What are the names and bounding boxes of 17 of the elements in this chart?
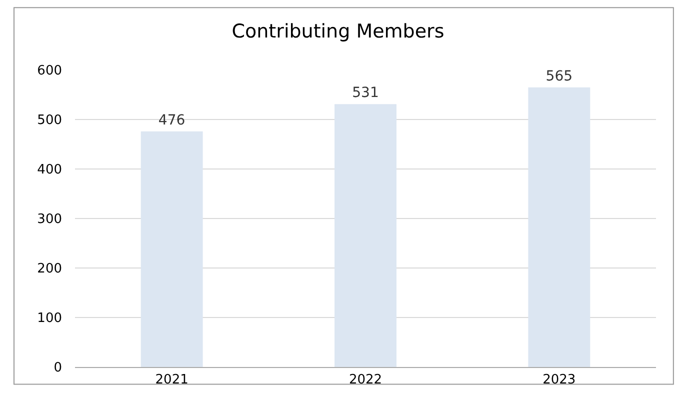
bar — [140, 131, 203, 367]
bar — [334, 104, 396, 367]
data-label: 531 — [352, 85, 379, 102]
chart-title: Contributing Members — [232, 20, 444, 42]
y-tick-label: 500 — [37, 113, 62, 128]
bar — [528, 87, 590, 367]
y-tick-label: 300 — [37, 212, 62, 228]
x-tick-label: 2021 — [155, 372, 188, 388]
y-tick-label: 100 — [37, 311, 62, 326]
y-tick-label: 600 — [37, 64, 62, 79]
y-tick-label: 400 — [37, 162, 62, 178]
x-tick-label: 2022 — [348, 372, 382, 388]
data-label: 476 — [158, 112, 186, 128]
y-tick-label: 0 — [54, 360, 62, 376]
data-label: 565 — [546, 68, 573, 84]
x-tick-label: 2023 — [542, 372, 576, 388]
y-tick-label: 200 — [37, 262, 62, 277]
